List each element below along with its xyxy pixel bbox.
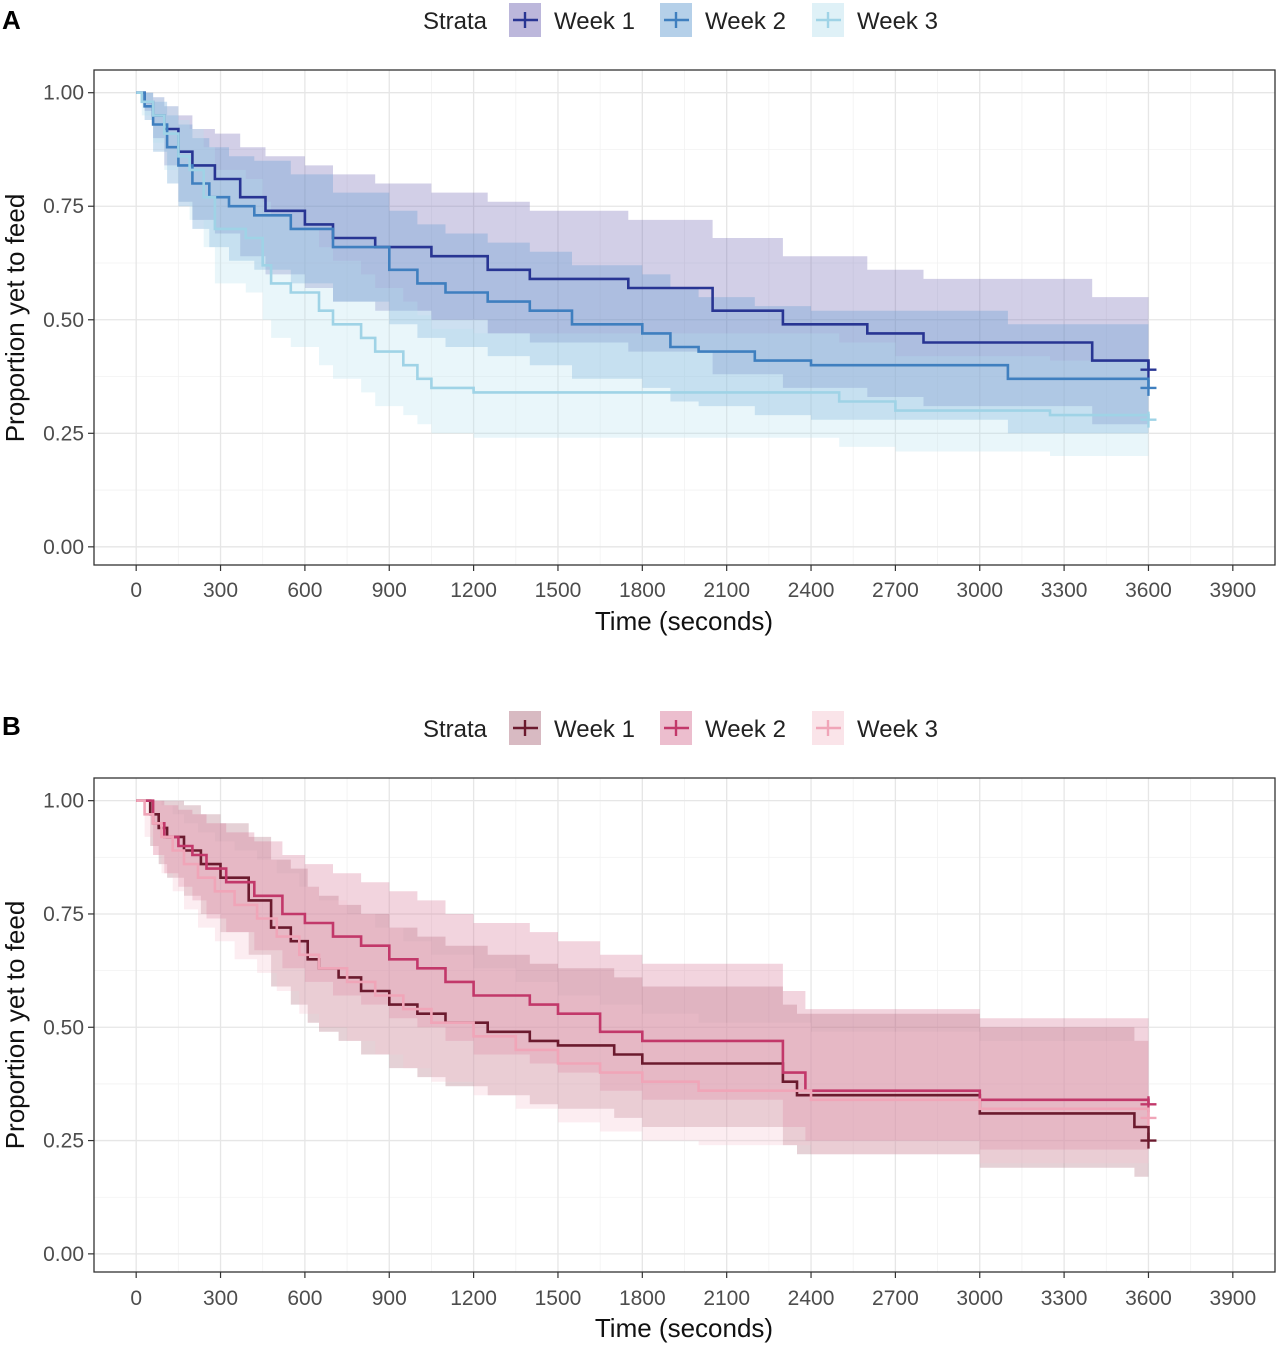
x-tick-label: 3600: [1125, 1287, 1172, 1310]
x-tick-label: 2100: [703, 579, 750, 602]
x-tick-label: 300: [203, 1287, 238, 1310]
survival-line-week-2: [136, 91, 1150, 388]
y-tick-label: 0.25: [43, 422, 84, 445]
legend-key-line-week-3: [816, 720, 841, 736]
y-tick-label: 0.00: [43, 1243, 84, 1266]
x-tick-label: 1200: [450, 579, 497, 602]
plot-frame: [93, 69, 1276, 566]
x-tick-label: 300: [203, 579, 238, 602]
x-tick-label: 3000: [956, 579, 1003, 602]
censor-mark-week-1: [1140, 1132, 1157, 1149]
legend-key-line-week-2: [664, 12, 689, 28]
x-tick-label: 2400: [788, 579, 835, 602]
confidence-band-week-2: [136, 92, 1149, 443]
censor-mark-week-3: [1140, 411, 1157, 428]
x-tick-label: 1200: [450, 1287, 497, 1310]
x-tick-label: 2700: [872, 579, 919, 602]
x-tick-label: 0: [130, 579, 142, 602]
legend-label-week-2: Week 2: [705, 8, 786, 35]
survival-line-week-2: [136, 799, 1150, 1105]
x-tick-label: 600: [287, 579, 322, 602]
panel-label: A: [2, 5, 21, 35]
panel-a: A Strata Week 1 Week 2 Week 3 0 300 600 900 12…: [0, 3, 1276, 636]
panel-b: B Strata Week 1 Week 2 Week 3 0 300 600 900 12…: [0, 711, 1276, 1343]
plot-area: 0 300 600 900 1200 1500 1800 2100 2400 2700 3000 33…: [43, 69, 1276, 602]
x-tick-label: 600: [287, 1287, 322, 1310]
survival-line-week-3: [136, 91, 1150, 420]
confidence-band-week-1: [136, 92, 1149, 434]
legend-label-week-1: Week 1: [554, 8, 635, 35]
legend-key-line-week-1: [513, 12, 538, 28]
survival-line-week-1: [136, 91, 1150, 370]
legend-label-week-3: Week 3: [857, 716, 938, 743]
plot-frame: [93, 777, 1276, 1273]
y-tick-label: 1.00: [43, 790, 84, 813]
x-tick-label: 900: [372, 1287, 407, 1310]
x-tick-label: 3900: [1209, 579, 1256, 602]
plot-area: 0 300 600 900 1200 1500 1800 2100 2400 2700 3000 33…: [43, 777, 1276, 1310]
legend-label-week-1: Week 1: [554, 716, 635, 743]
censor-mark-week-2: [1140, 379, 1157, 396]
legend: Strata Week 1 Week 2 Week 3: [423, 3, 938, 37]
legend-title: Strata: [423, 8, 488, 35]
x-tick-label: 3000: [956, 1287, 1003, 1310]
x-tick-label: 0: [130, 1287, 142, 1310]
legend-label-week-2: Week 2: [705, 716, 786, 743]
x-tick-label: 3600: [1125, 579, 1172, 602]
confidence-band-week-3: [136, 800, 1149, 1168]
y-tick-label: 0.50: [43, 309, 84, 332]
y-tick-label: 0.00: [43, 536, 84, 559]
x-tick-label: 1500: [535, 1287, 582, 1310]
x-axis-title: Time (seconds): [595, 606, 773, 636]
y-tick-label: 0.75: [43, 903, 84, 926]
censor-mark-week-3: [1140, 1109, 1157, 1126]
legend-key-line-week-1: [513, 720, 538, 736]
y-axis-title: Proportion yet to feed: [0, 901, 30, 1150]
legend-key-line-week-2: [664, 720, 689, 736]
x-tick-label: 3300: [1041, 579, 1088, 602]
y-tick-label: 0.50: [43, 1016, 84, 1039]
legend-title: Strata: [423, 716, 488, 743]
x-tick-label: 3900: [1209, 1287, 1256, 1310]
x-tick-label: 2400: [788, 1287, 835, 1310]
y-tick-label: 0.75: [43, 195, 84, 218]
survival-line-week-3: [136, 799, 1150, 1118]
y-tick-label: 1.00: [43, 82, 84, 105]
x-tick-label: 3300: [1041, 1287, 1088, 1310]
x-tick-label: 1800: [619, 1287, 666, 1310]
legend-key-line-week-3: [816, 12, 841, 28]
x-tick-label: 1500: [535, 579, 582, 602]
x-tick-label: 1800: [619, 579, 666, 602]
confidence-band-week-2: [136, 800, 1149, 1155]
y-axis-title: Proportion yet to feed: [0, 194, 30, 443]
x-tick-label: 2700: [872, 1287, 919, 1310]
legend: Strata Week 1 Week 2 Week 3: [423, 711, 938, 745]
x-tick-label: 900: [372, 579, 407, 602]
x-tick-label: 2100: [703, 1287, 750, 1310]
x-axis-title: Time (seconds): [595, 1313, 773, 1343]
y-tick-label: 0.25: [43, 1130, 84, 1153]
legend-label-week-3: Week 3: [857, 8, 938, 35]
censor-mark-week-1: [1140, 361, 1157, 378]
confidence-band-week-3: [136, 92, 1149, 461]
panel-label: B: [2, 711, 21, 741]
